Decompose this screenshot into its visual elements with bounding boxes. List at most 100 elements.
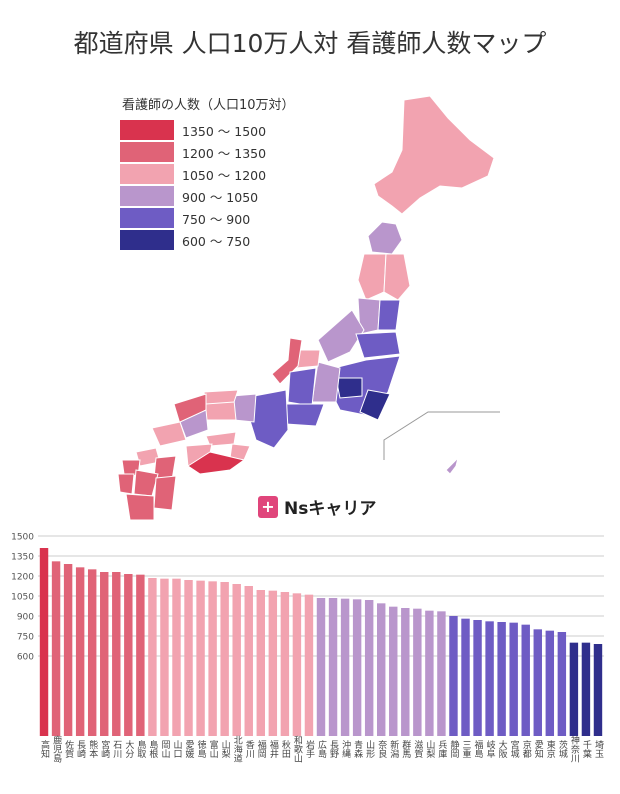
bar — [461, 618, 470, 736]
bar — [220, 582, 229, 736]
bar — [136, 574, 145, 736]
map-region-iwate — [383, 253, 411, 301]
x-tick-label: 鳥取 — [135, 739, 146, 759]
x-tick-label: 山梨 — [220, 740, 231, 759]
x-tick-label: 新潟 — [388, 739, 399, 759]
legend-swatch — [120, 208, 174, 228]
bar — [160, 578, 169, 736]
bar — [425, 610, 434, 736]
map-region-nagasaki — [117, 473, 135, 495]
x-tick-label: 長崎 — [75, 740, 86, 758]
x-tick-label: 山口 — [171, 740, 182, 758]
bar — [292, 593, 302, 736]
bar — [352, 599, 362, 736]
y-tick-label: 1350 — [11, 553, 34, 563]
y-tick-label: 1500 — [11, 533, 34, 543]
legend-label: 1050 〜 1200 — [182, 167, 267, 183]
x-tick-label: 秋田 — [280, 739, 291, 759]
x-tick-label: 広島 — [316, 739, 327, 759]
legend-item: 600 〜 750 — [120, 229, 295, 251]
x-tick-label: 大分 — [123, 739, 134, 759]
bar-chart: 600 750 900 1050 1200 1350 1500 高知 鹿児島 佐賀 長崎 熊本 宮崎 石川… — [11, 533, 604, 763]
x-tick-label: 滋賀 — [412, 739, 423, 759]
legend-label: 750 〜 900 — [182, 211, 251, 227]
bar — [569, 642, 579, 736]
bar — [100, 572, 109, 736]
map-region-akita — [357, 253, 387, 301]
brand-logo: + Nsキャリア — [258, 494, 376, 519]
bar — [328, 598, 338, 736]
bar — [485, 621, 494, 736]
x-tick-label: 神奈川 — [569, 734, 580, 762]
map-region-yamaguchi — [151, 421, 187, 447]
bar — [509, 622, 518, 736]
bar — [196, 580, 205, 736]
bar — [557, 632, 567, 736]
bar — [87, 569, 97, 736]
x-tick-label: 宮崎 — [99, 739, 110, 758]
legend-title: 看護師の人数（人口10万対） — [122, 98, 295, 113]
x-tick-label: 岩手 — [304, 739, 315, 759]
x-tick-label: 兵庫 — [436, 739, 447, 759]
bar — [51, 561, 61, 736]
x-tick-label: 岡山 — [159, 740, 170, 758]
x-tick-label: 東京 — [545, 739, 556, 759]
bar — [316, 598, 326, 736]
legend-item: 1200 〜 1350 — [120, 141, 295, 163]
map-region-kagoshima — [125, 493, 155, 520]
map-region-hokkaido — [373, 95, 495, 215]
x-tick-label: 千葉 — [581, 740, 592, 759]
x-tick-label: 徳島 — [196, 739, 207, 759]
bar — [304, 594, 314, 736]
bar — [437, 611, 446, 736]
x-tick-label: 沖縄 — [340, 739, 351, 758]
bar — [545, 630, 555, 736]
x-tick-label: 宮城 — [509, 739, 520, 759]
legend-label: 1200 〜 1350 — [182, 145, 267, 161]
x-tick-label: 愛知 — [533, 739, 544, 759]
map-region-saitama — [335, 377, 363, 399]
legend-items: 1350 〜 1500 1200 〜 1350 1050 〜 1200 900 〜 1… — [120, 119, 295, 251]
bar — [63, 564, 73, 736]
bar — [208, 581, 217, 736]
bar — [148, 578, 157, 736]
bar — [401, 608, 410, 736]
bar — [413, 608, 422, 736]
y-tick-label: 900 — [17, 613, 34, 623]
x-tick-label: 石川 — [111, 740, 122, 758]
x-tick-label: 静岡 — [448, 739, 459, 759]
japan-map — [117, 95, 500, 520]
map-region-ishikawa — [271, 337, 303, 385]
map-region-tottori — [203, 389, 239, 405]
x-tick-label: 愛媛 — [184, 739, 195, 759]
x-tick-label: 山梨 — [424, 740, 435, 759]
bar — [389, 606, 398, 736]
x-tick-label: 福島 — [473, 739, 484, 759]
bar — [75, 567, 85, 736]
plus-icon: + — [258, 495, 278, 518]
legend-swatch — [120, 230, 174, 250]
x-tick-label: 福岡 — [256, 739, 267, 759]
x-tick-label: 高知 — [39, 739, 50, 759]
bar — [593, 644, 603, 736]
legend-swatch — [120, 164, 174, 184]
x-tick-label: 福井 — [268, 739, 279, 759]
x-tick-label: 北海道 — [232, 735, 243, 763]
x-tick-label: 山形 — [364, 740, 375, 759]
bar — [268, 590, 278, 736]
map-region-niigata — [317, 309, 365, 363]
map-region-gifu — [287, 367, 317, 407]
x-tick-label: 青森 — [352, 739, 363, 759]
bar — [376, 603, 386, 736]
y-tick-label: 600 — [17, 653, 34, 663]
y-tick-label: 750 — [17, 633, 34, 643]
x-tick-label: 富山 — [208, 739, 219, 758]
x-tick-label: 和歌山 — [292, 735, 303, 762]
x-tick-label: 鹿児島 — [51, 734, 62, 763]
map-region-kochi — [187, 451, 246, 475]
bar — [364, 600, 374, 736]
x-tick-label: 京都 — [521, 739, 532, 759]
bar — [184, 580, 193, 736]
map-region-chiba — [359, 389, 391, 421]
brand-name: Nsキャリア — [284, 499, 377, 519]
